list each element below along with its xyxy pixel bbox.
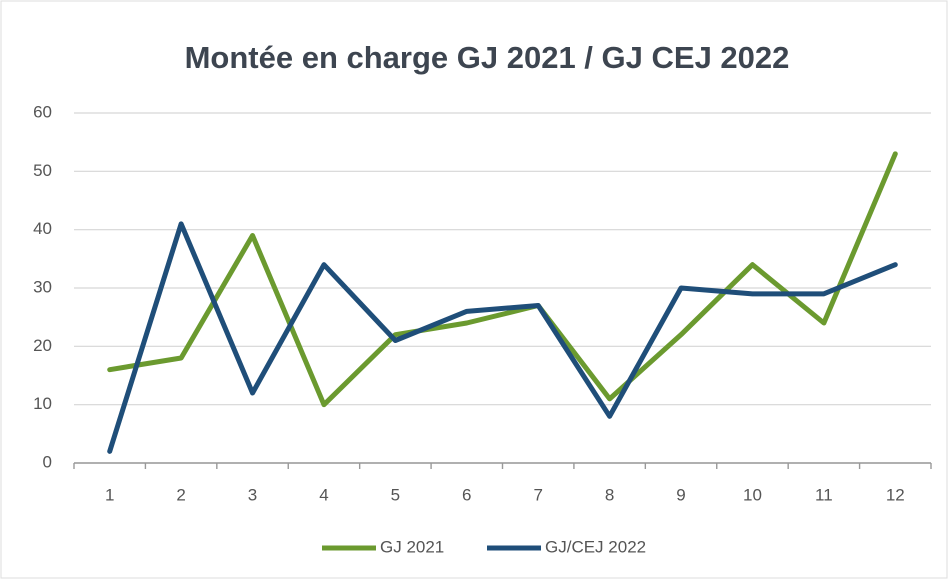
x-tick-label: 3 — [248, 485, 257, 504]
y-tick-label: 0 — [43, 452, 52, 471]
y-tick-label: 20 — [33, 336, 52, 355]
x-tick-label: 11 — [815, 485, 833, 504]
x-tick-label: 9 — [676, 485, 685, 504]
series-line — [107, 151, 898, 408]
x-tick-label: 2 — [176, 485, 185, 504]
legend-label: GJ/CEJ 2022 — [545, 537, 646, 556]
x-tick-label: 5 — [391, 485, 400, 504]
chart-title: Montée en charge GJ 2021 / GJ CEJ 2022 — [185, 40, 790, 75]
x-tick-label: 8 — [605, 485, 614, 504]
legend-label: GJ 2021 — [380, 537, 444, 556]
x-tick-label: 1 — [105, 485, 114, 504]
x-tick-label: 12 — [886, 485, 905, 504]
y-tick-label: 60 — [33, 102, 52, 121]
x-tick-label: 6 — [462, 485, 471, 504]
series-line — [107, 221, 898, 454]
y-tick-label: 50 — [33, 161, 52, 180]
x-tick-label: 4 — [319, 485, 328, 504]
x-tick-label: 7 — [533, 485, 542, 504]
y-tick-label: 30 — [33, 277, 52, 296]
x-tick-label: 10 — [743, 485, 762, 504]
y-tick-label: 40 — [33, 219, 52, 238]
y-tick-label: 10 — [33, 394, 52, 413]
